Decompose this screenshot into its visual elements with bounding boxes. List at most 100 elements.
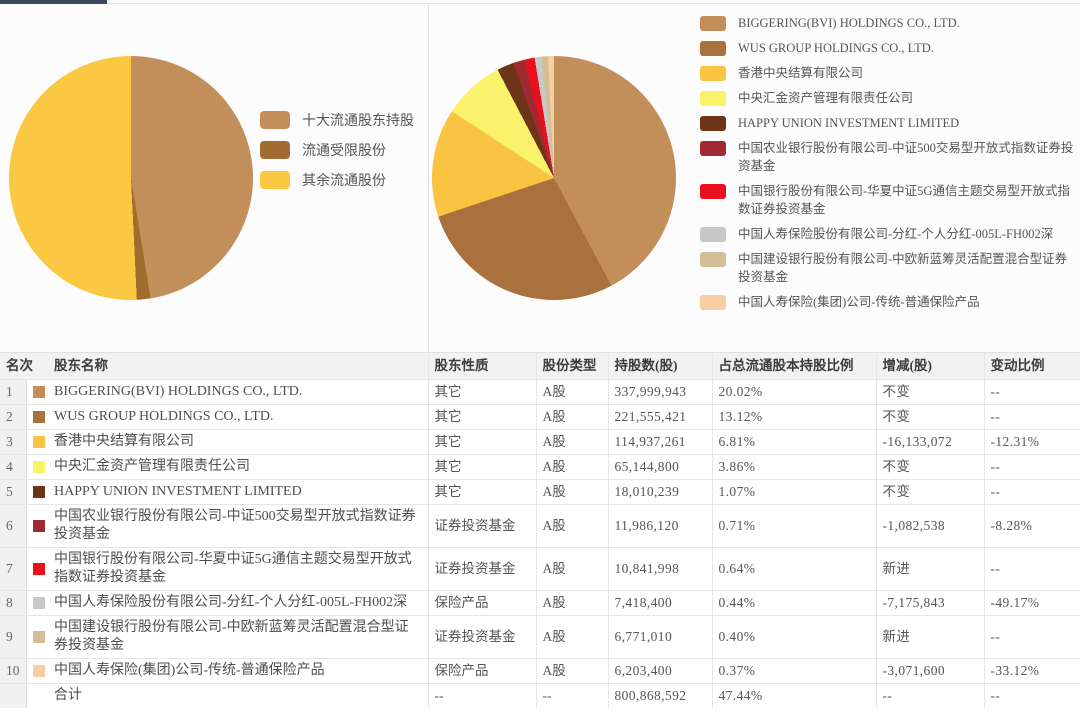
legend-label: 中国建设银行股份有限公司-中欧新蓝筹灵活配置混合型证券投资基金 bbox=[738, 252, 1068, 284]
table-row: 7 中国银行股份有限公司-华夏中证5G通信主题交易型开放式指数证券投资基金 证券投资… bbox=[0, 547, 1080, 591]
table-row: 3 香港中央结算有限公司 其它 A股 114,937,261 6.81% -16,133,0… bbox=[0, 429, 1080, 455]
top-accent-bar bbox=[0, 0, 107, 4]
pie-color-icon bbox=[32, 631, 45, 643]
row-color-swatch bbox=[26, 379, 48, 405]
row-color-swatch bbox=[26, 454, 48, 480]
pie-color-icon bbox=[32, 597, 45, 609]
row-color-swatch bbox=[26, 404, 48, 430]
change-shares: 不变 bbox=[875, 479, 984, 505]
charts-area: 十大流通股东持股 流通受限股份 其余流通股份 BIGGERING(BVI) HOLD… bbox=[0, 0, 1080, 352]
row-color-swatch bbox=[26, 504, 48, 548]
legend-label: 十大流通股东持股 bbox=[302, 114, 414, 129]
top10-holders-legend-item: 中国农业银行股份有限公司-中证500交易型开放式指数证券投资基金 bbox=[700, 139, 1074, 175]
legend-label: 其余流通股份 bbox=[302, 174, 386, 189]
change-shares: 不变 bbox=[875, 404, 984, 430]
pie-color-icon bbox=[32, 386, 45, 398]
shares-held: 10,841,998 bbox=[607, 547, 712, 591]
legend-label: BIGGERING(BVI) HOLDINGS CO., LTD. bbox=[738, 16, 960, 30]
shares-held: 18,010,239 bbox=[607, 479, 712, 505]
pct-of-circulating: 13.12% bbox=[711, 404, 876, 430]
legend-label: WUS GROUP HOLDINGS CO., LTD. bbox=[738, 41, 934, 55]
rank-cell: 10 bbox=[0, 658, 27, 684]
share-type: A股 bbox=[535, 615, 608, 659]
shareholder-nature: 其它 bbox=[427, 379, 536, 405]
shareholder-name: 香港中央结算有限公司 bbox=[48, 429, 428, 455]
rank-cell: 9 bbox=[0, 615, 27, 659]
table-row: 10 中国人寿保险(集团)公司-传统-普通保险产品 保险产品 A股 6,203,400 0… bbox=[0, 658, 1080, 684]
shareholder-nature: 其它 bbox=[427, 454, 536, 480]
column-header-nature: 股东性质 bbox=[427, 352, 536, 380]
pct-of-circulating: 0.44% bbox=[711, 590, 876, 616]
change-pct: -- bbox=[983, 379, 1080, 405]
shares-held: 114,937,261 bbox=[607, 429, 712, 455]
shares-held: 221,555,421 bbox=[607, 404, 712, 430]
share-structure-legend-item: 流通受限股份 bbox=[260, 140, 414, 160]
shareholder-nature: 其它 bbox=[427, 429, 536, 455]
top10-holders-legend-item: 中国人寿保险(集团)公司-传统-普通保险产品 bbox=[700, 293, 1074, 311]
rank-cell bbox=[0, 683, 27, 708]
rank-cell: 8 bbox=[0, 590, 27, 616]
pct-of-circulating: 20.02% bbox=[711, 379, 876, 405]
legend-swatch-icon bbox=[260, 141, 290, 159]
holders-table: 名次 股东名称 股东性质 股份类型 持股数(股) 占总流通股本持股比例 增减(股) 变动比例 … bbox=[0, 352, 1080, 708]
column-header-change: 增减(股) bbox=[875, 352, 984, 380]
share-type: A股 bbox=[535, 404, 608, 430]
legend-label: HAPPY UNION INVESTMENT LIMITED bbox=[738, 116, 960, 130]
shares-held: 337,999,943 bbox=[607, 379, 712, 405]
shareholder-name: HAPPY UNION INVESTMENT LIMITED bbox=[48, 479, 428, 505]
legend-label: 香港中央结算有限公司 bbox=[738, 66, 864, 80]
table-row: 2 WUS GROUP HOLDINGS CO., LTD. 其它 A股 221,555… bbox=[0, 404, 1080, 430]
rank-cell: 1 bbox=[0, 379, 27, 405]
legend-label: 中国人寿保险(集团)公司-传统-普通保险产品 bbox=[738, 295, 980, 309]
shareholder-nature: 证券投资基金 bbox=[427, 547, 536, 591]
change-pct: -- bbox=[983, 404, 1080, 430]
pct-of-circulating: 1.07% bbox=[711, 479, 876, 505]
legend-swatch-icon bbox=[700, 116, 726, 131]
legend-label: 中国人寿保险股份有限公司-分红-个人分红-005L-FH002深 bbox=[738, 227, 1054, 241]
legend-label: 中央汇金资产管理有限责任公司 bbox=[738, 91, 914, 105]
shareholder-name: BIGGERING(BVI) HOLDINGS CO., LTD. bbox=[48, 379, 428, 405]
pct-of-circulating: 3.86% bbox=[711, 454, 876, 480]
shareholder-nature: -- bbox=[427, 683, 536, 708]
pie-color-icon bbox=[32, 411, 45, 423]
top10-holders-legend-item: 香港中央结算有限公司 bbox=[700, 64, 1074, 82]
share-type: A股 bbox=[535, 379, 608, 405]
pie-color-icon bbox=[32, 563, 45, 575]
pie-color-icon bbox=[32, 520, 45, 532]
shareholder-nature: 其它 bbox=[427, 404, 536, 430]
pie-color-icon bbox=[32, 486, 45, 498]
row-color-swatch bbox=[26, 615, 48, 659]
row-color-swatch bbox=[26, 479, 48, 505]
column-header-chgpct: 变动比例 bbox=[983, 352, 1080, 380]
shareholder-name: 中国建设银行股份有限公司-中欧新蓝筹灵活配置混合型证券投资基金 bbox=[48, 615, 428, 659]
legend-swatch-icon bbox=[700, 91, 726, 106]
column-header-name: 股东名称 bbox=[48, 352, 428, 380]
row-color-swatch bbox=[26, 429, 48, 455]
shareholder-name: 中央汇金资产管理有限责任公司 bbox=[48, 454, 428, 480]
legend-swatch-icon bbox=[700, 227, 726, 242]
pct-of-circulating: 0.64% bbox=[711, 547, 876, 591]
change-shares: 不变 bbox=[875, 454, 984, 480]
rank-cell: 3 bbox=[0, 429, 27, 455]
change-pct: -49.17% bbox=[983, 590, 1080, 616]
legend-swatch-icon bbox=[700, 295, 726, 310]
shareholder-name: 合计 bbox=[54, 688, 82, 703]
row-color-swatch bbox=[26, 658, 48, 684]
change-shares: -1,082,538 bbox=[875, 504, 984, 548]
rank-cell: 6 bbox=[0, 504, 27, 548]
change-pct: -33.12% bbox=[983, 658, 1080, 684]
shareholder-nature: 保险产品 bbox=[427, 658, 536, 684]
top10-holders-legend-item: 中央汇金资产管理有限责任公司 bbox=[700, 89, 1074, 107]
pct-of-circulating: 47.44% bbox=[711, 683, 876, 708]
legend-label: 流通受限股份 bbox=[302, 144, 386, 159]
change-pct: -- bbox=[983, 683, 1080, 708]
shareholder-name: 中国农业银行股份有限公司-中证500交易型开放式指数证券投资基金 bbox=[48, 504, 428, 548]
column-header-type: 股份类型 bbox=[535, 352, 608, 380]
legend-swatch-icon bbox=[700, 41, 726, 56]
rank-cell: 4 bbox=[0, 454, 27, 480]
shareholder-nature: 其它 bbox=[427, 479, 536, 505]
shares-held: 7,418,400 bbox=[607, 590, 712, 616]
shares-held: 65,144,800 bbox=[607, 454, 712, 480]
legend-swatch-icon bbox=[700, 184, 726, 199]
shareholder-nature: 证券投资基金 bbox=[427, 504, 536, 548]
